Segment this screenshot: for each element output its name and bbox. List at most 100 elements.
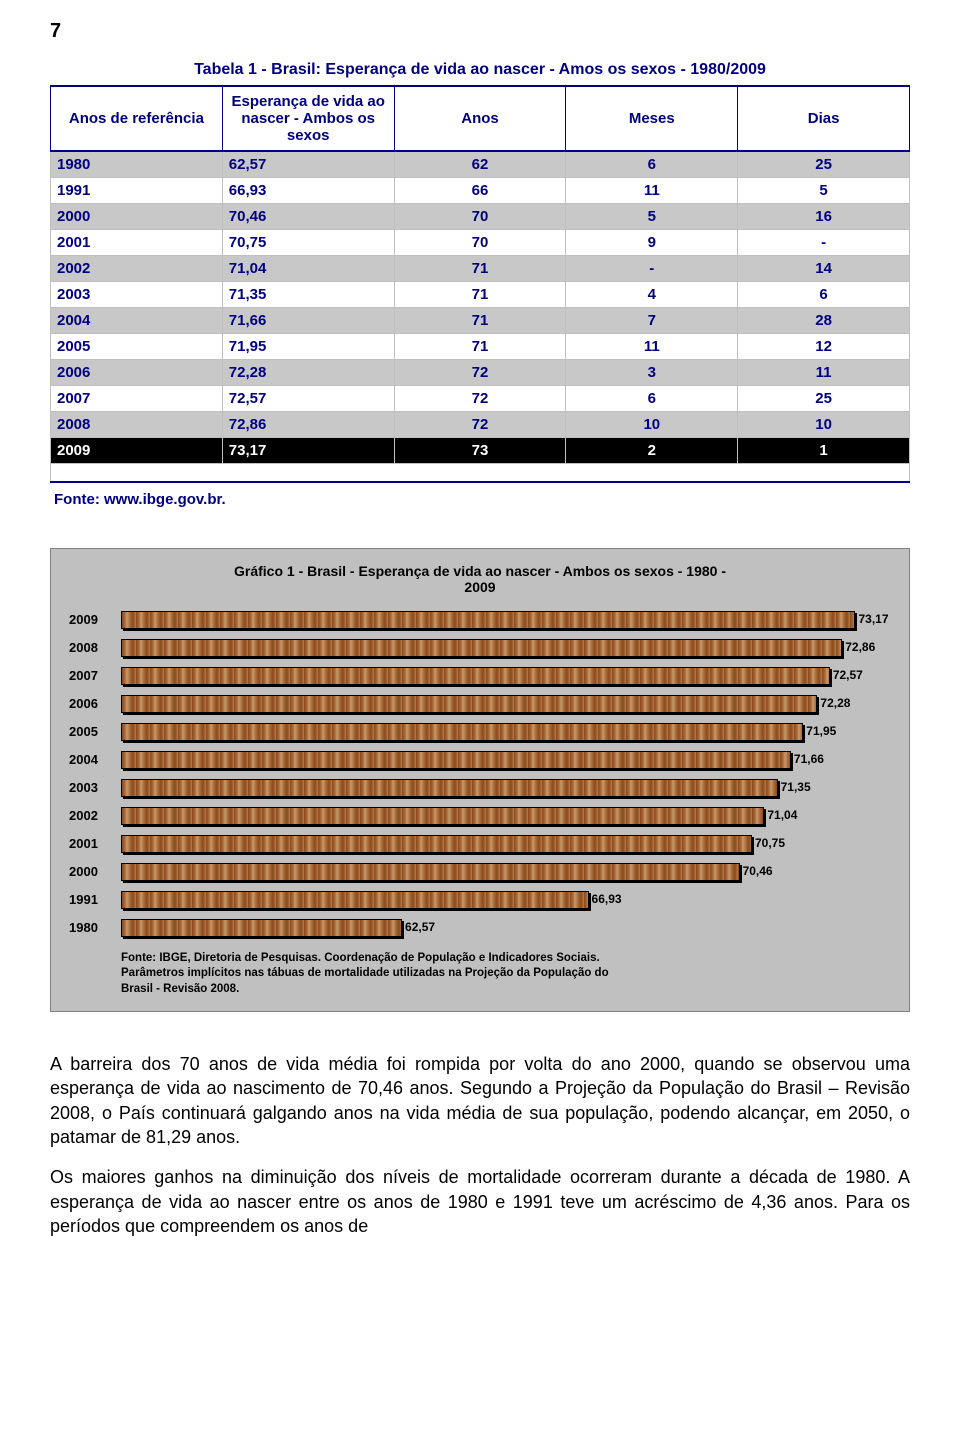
table-cell: 70 — [394, 204, 566, 230]
table-cell: 5 — [566, 204, 738, 230]
chart-bar-track: 71,04 — [121, 806, 891, 826]
chart-bar-label: 2006 — [69, 696, 121, 711]
chart1-source-line3: Brasil - Revisão 2008. — [121, 982, 891, 998]
table-cell: 72 — [394, 412, 566, 438]
chart-bar — [121, 919, 402, 937]
chart-bar-value: 71,66 — [791, 750, 824, 768]
chart-bar-value: 72,86 — [842, 638, 875, 656]
table-row: 200170,75709- — [51, 230, 910, 256]
chart-bar-track: 70,46 — [121, 862, 891, 882]
table-cell: 71 — [394, 334, 566, 360]
chart-bar-row: 2003 71,35 — [69, 775, 891, 801]
table-cell: 3 — [566, 360, 738, 386]
table-cell: 11 — [566, 334, 738, 360]
chart-bar-track: 71,95 — [121, 722, 891, 742]
chart-bar-label: 2003 — [69, 780, 121, 795]
table-cell: 25 — [738, 151, 910, 178]
chart-bar-row: 1991 66,93 — [69, 887, 891, 913]
table-cell: - — [566, 256, 738, 282]
chart-bar-label: 2005 — [69, 724, 121, 739]
table-cell: 6 — [566, 386, 738, 412]
chart-bar-value: 70,75 — [752, 834, 785, 852]
chart-bar-row: 200571,95 — [69, 719, 891, 745]
chart-bar — [121, 611, 855, 629]
chart1-source-line1: Fonte: IBGE, Diretoria de Pesquisas. Coo… — [121, 951, 891, 967]
chart1-title-line1: Gráfico 1 - Brasil - Esperança de vida a… — [69, 563, 891, 579]
table-cell: 6 — [738, 282, 910, 308]
table-spacer-row — [51, 464, 910, 482]
chart1: Gráfico 1 - Brasil - Esperança de vida a… — [50, 548, 910, 1013]
table1-source: Fonte: www.ibge.gov.br. — [54, 491, 910, 508]
chart-bar-value: 71,04 — [764, 806, 797, 824]
col-0: Anos de referência — [51, 86, 223, 151]
chart-bar-row: 2000 70,46 — [69, 859, 891, 885]
table-cell: 2009 — [51, 438, 223, 464]
col-2: Anos — [394, 86, 566, 151]
table-cell: 72 — [394, 360, 566, 386]
chart-bar-row: 2002 71,04 — [69, 803, 891, 829]
chart-bar-track: 72,28 — [121, 694, 891, 714]
table-cell: 2003 — [51, 282, 223, 308]
chart-bar-label: 2002 — [69, 808, 121, 823]
table-row: 199166,9366115 — [51, 178, 910, 204]
table-cell: 12 — [738, 334, 910, 360]
chart-bar-label: 1980 — [69, 920, 121, 935]
chart-bar-value: 73,17 — [855, 610, 888, 628]
chart-bar-track: 66,93 — [121, 890, 891, 910]
table-row: 200973,177321 — [51, 438, 910, 464]
paragraph-1: A barreira dos 70 anos de vida média foi… — [50, 1052, 910, 1149]
chart-bar-track: 62,57 — [121, 918, 891, 938]
chart1-source-line2: Parâmetros implícitos nas tábuas de mort… — [121, 966, 891, 982]
table-cell: 4 — [566, 282, 738, 308]
chart-bar-label: 2009 — [69, 612, 121, 627]
table-spacer-cell — [51, 464, 910, 482]
chart-bar — [121, 891, 589, 909]
chart-bar-label: 1991 — [69, 892, 121, 907]
table-cell: 10 — [738, 412, 910, 438]
chart-bar-track: 73,17 — [121, 610, 891, 630]
table-cell: 14 — [738, 256, 910, 282]
chart-bar-row: 198062,57 — [69, 915, 891, 941]
table-cell: 71,95 — [222, 334, 394, 360]
table-cell: 2001 — [51, 230, 223, 256]
table-row: 200070,4670516 — [51, 204, 910, 230]
col-1: Esperança de vida ao nascer - Ambos os s… — [222, 86, 394, 151]
table-cell: 72,28 — [222, 360, 394, 386]
table-cell: 66,93 — [222, 178, 394, 204]
table-row: 198062,5762625 — [51, 151, 910, 178]
table-cell: 71,66 — [222, 308, 394, 334]
chart-bar-label: 2000 — [69, 864, 121, 879]
chart-bar-track: 72,86 — [121, 638, 891, 658]
chart-bar — [121, 779, 778, 797]
table-cell: 62,57 — [222, 151, 394, 178]
table-cell: 71 — [394, 308, 566, 334]
table-cell: 25 — [738, 386, 910, 412]
table-cell: - — [738, 230, 910, 256]
chart-bar-value: 72,57 — [830, 666, 863, 684]
chart-bar-value: 70,46 — [740, 862, 773, 880]
table-cell: 72 — [394, 386, 566, 412]
table-cell: 5 — [738, 178, 910, 204]
table-cell: 9 — [566, 230, 738, 256]
table1-header-row: Anos de referência Esperança de vida ao … — [51, 86, 910, 151]
chart-bar-track: 71,66 — [121, 750, 891, 770]
table-cell: 66 — [394, 178, 566, 204]
chart-bar-label: 2007 — [69, 668, 121, 683]
chart-bar-value: 71,35 — [778, 778, 811, 796]
table-cell: 70 — [394, 230, 566, 256]
chart-bar — [121, 807, 764, 825]
table-cell: 70,75 — [222, 230, 394, 256]
table-cell: 7 — [566, 308, 738, 334]
table-row: 200672,2872311 — [51, 360, 910, 386]
table-cell: 10 — [566, 412, 738, 438]
chart-bar-row: 200672,28 — [69, 691, 891, 717]
chart-bar-label: 2008 — [69, 640, 121, 655]
table1-title: Tabela 1 - Brasil: Esperança de vida ao … — [50, 61, 910, 79]
table-row: 200772,5772625 — [51, 386, 910, 412]
chart-bar-row: 2008 72,86 — [69, 635, 891, 661]
chart-bar — [121, 835, 752, 853]
page-number: 7 — [50, 20, 910, 43]
table-cell: 11 — [738, 360, 910, 386]
table-cell: 73,17 — [222, 438, 394, 464]
chart-bar-value: 66,93 — [589, 890, 622, 908]
